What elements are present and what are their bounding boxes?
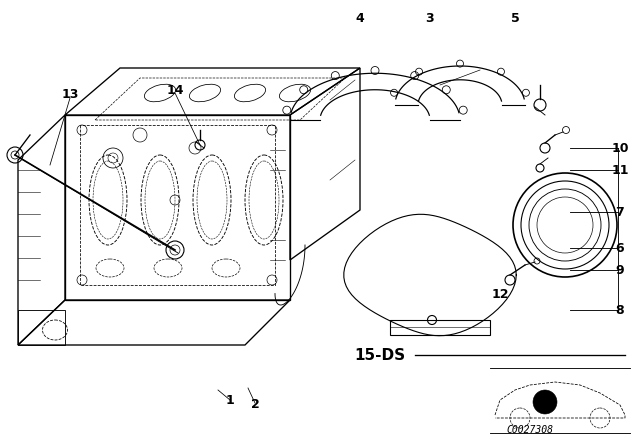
Text: 13: 13 (61, 89, 79, 102)
Text: 5: 5 (511, 12, 520, 25)
Text: 8: 8 (616, 303, 624, 316)
Circle shape (533, 390, 557, 414)
Text: 4: 4 (356, 12, 364, 25)
Text: 14: 14 (166, 83, 184, 96)
Text: 7: 7 (616, 206, 625, 219)
Circle shape (11, 151, 19, 159)
Text: 1: 1 (226, 393, 234, 406)
Text: 3: 3 (426, 12, 435, 25)
Text: 9: 9 (616, 263, 624, 276)
Text: 2: 2 (251, 399, 259, 412)
Text: 6: 6 (616, 241, 624, 254)
Text: 12: 12 (492, 289, 509, 302)
Text: 10: 10 (611, 142, 628, 155)
Text: C0027308: C0027308 (506, 425, 554, 435)
Text: 11: 11 (611, 164, 628, 177)
Text: 15-DS: 15-DS (355, 348, 406, 362)
